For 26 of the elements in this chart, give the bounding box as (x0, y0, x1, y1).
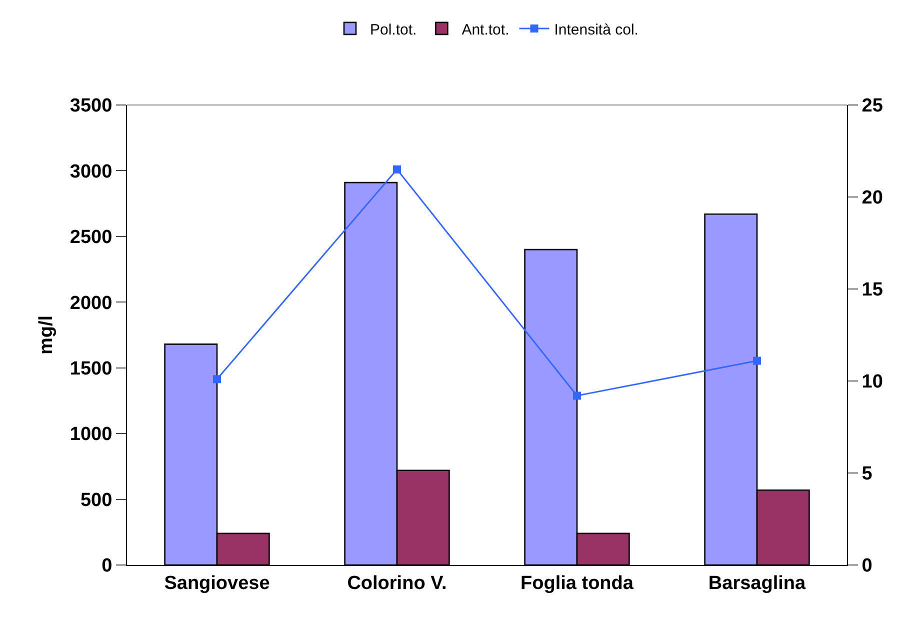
point (213, 375, 221, 384)
y2-tick-label: 25 (862, 96, 884, 117)
point (393, 165, 401, 174)
y-tick-label: 2000 (70, 292, 112, 314)
x-tick-label: Sangiovese (164, 572, 270, 594)
y2-tick-label: 15 (862, 280, 884, 301)
y-axis-title: mg/l (36, 315, 57, 355)
point (753, 356, 761, 365)
y2-tick-label: 0 (862, 556, 872, 577)
y2-tick-label: 10 (862, 372, 883, 393)
y-tick-label: 500 (80, 490, 112, 511)
x-tick-label: Barsaglina (708, 572, 806, 594)
legend-label: Intensità col. (554, 21, 638, 38)
y2-tick-label: 5 (862, 464, 873, 485)
y-tick-label: 3500 (70, 96, 112, 117)
y-tick-label: 0 (102, 556, 112, 577)
legend-label: Ant.tot. (462, 21, 510, 38)
y-tick-label: 1000 (70, 424, 112, 446)
x-tick-label: Colorino V. (347, 572, 447, 594)
y-tick-label: 2500 (70, 227, 112, 248)
y-tick-label: 3000 (70, 161, 112, 182)
y-tick-label: 1500 (70, 358, 112, 380)
legend-label: Pol.tot. (370, 21, 417, 38)
y2-tick-label: 20 (862, 188, 883, 209)
x-tick-label: Foglia tonda (520, 572, 634, 594)
point (573, 392, 581, 400)
